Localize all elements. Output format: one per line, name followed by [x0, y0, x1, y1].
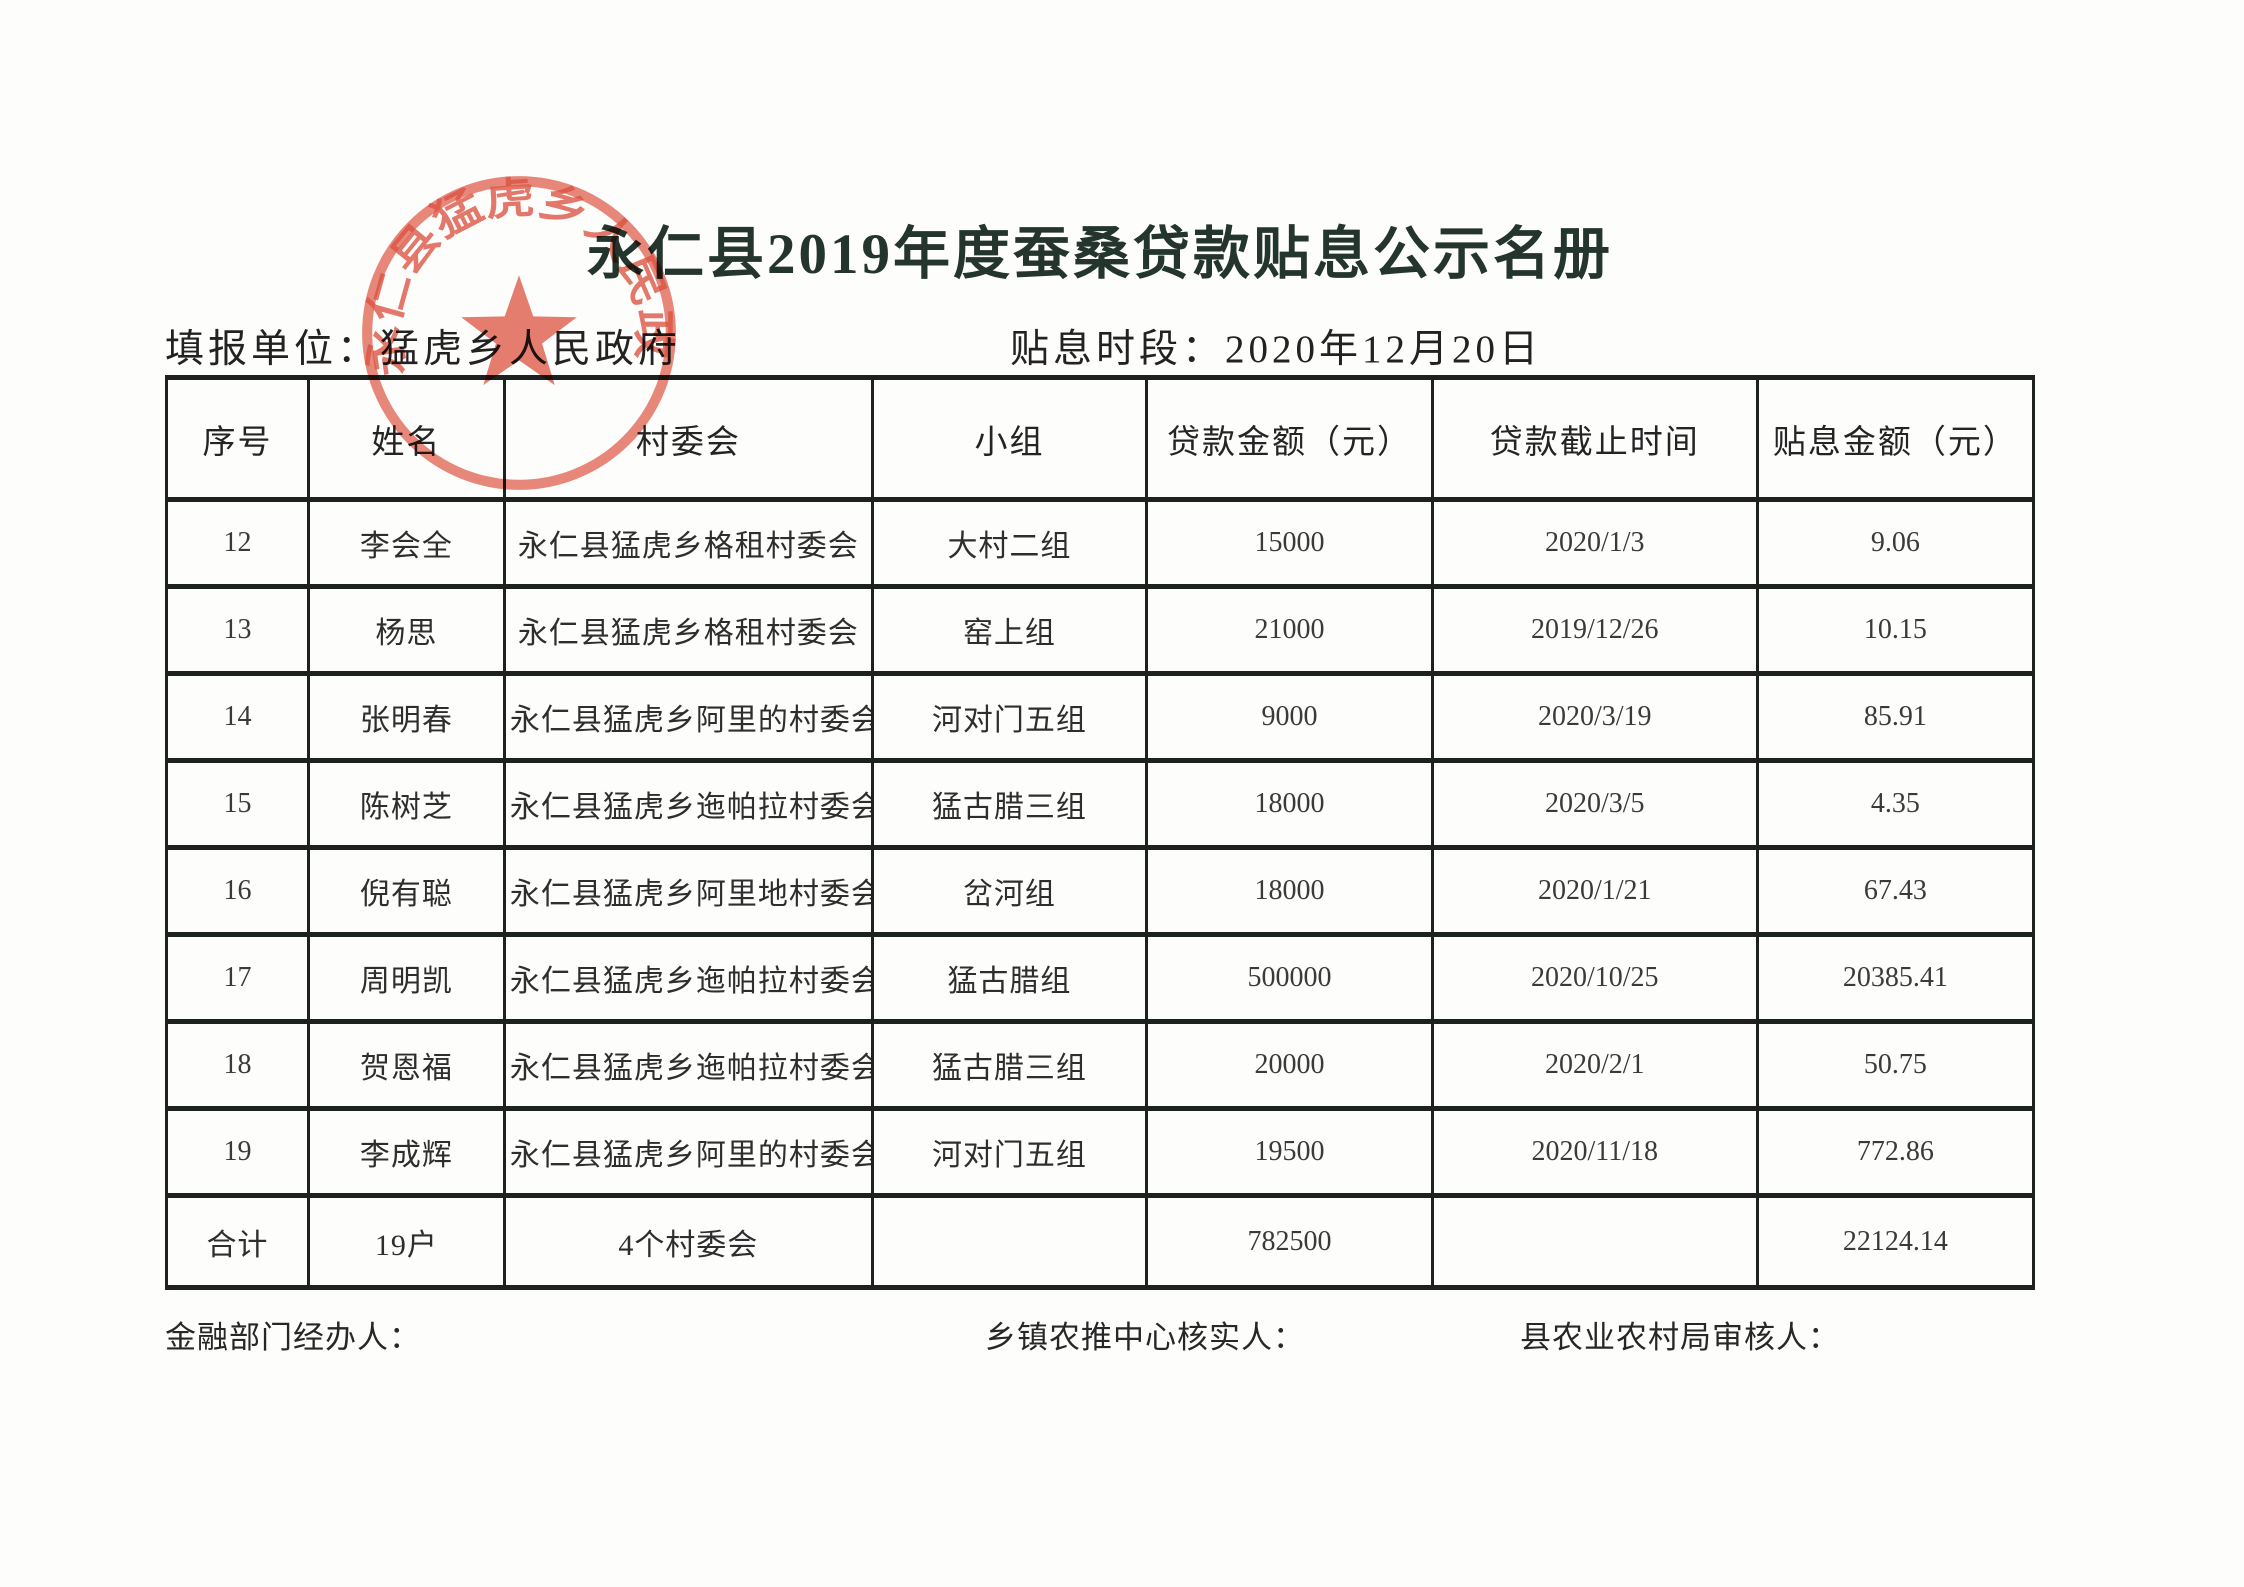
table-cell: 18000: [1145, 845, 1434, 937]
roster-table: 序号 姓名 村委会 小组 贷款金额（元） 贷款截止时间 贴息金额（元） 12 李会全 永仁县猛虎…: [165, 375, 2036, 1290]
table-cell: 17: [165, 932, 310, 1024]
table-cell: 河对门五组: [870, 1106, 1149, 1198]
page-title: 永仁县2019年度蚕桑贷款贴息公示名册: [587, 223, 1613, 286]
table-cell: 2020/11/18: [1430, 1106, 1759, 1198]
table-cell: 85.91: [1755, 671, 2036, 763]
table-cell: [1430, 1193, 1759, 1290]
table-cell: 倪有聪: [306, 845, 506, 937]
table-cell: 周明凯: [306, 932, 506, 1024]
table-cell: 19: [165, 1106, 310, 1198]
table-header-row: 序号 姓名 村委会 小组 贷款金额（元） 贷款截止时间 贴息金额（元）: [165, 375, 2036, 502]
table-cell: 500000: [1145, 932, 1434, 1024]
table-cell: 河对门五组: [870, 671, 1149, 763]
table-cell: 18: [165, 1019, 310, 1111]
header-cell: 贷款截止时间: [1430, 375, 1759, 502]
reporting-unit-label: 填报单位：猛虎乡人民政府: [165, 328, 682, 371]
table-cell: 19500: [1145, 1106, 1434, 1198]
table-cell: 杨思: [306, 584, 506, 676]
table-cell: 2020/1/3: [1430, 497, 1759, 589]
table-cell: 20385.41: [1755, 932, 2036, 1024]
table-cell: 永仁县猛虎乡迤帕拉村委会: [502, 1019, 874, 1111]
table-cell: 猛古腊三组: [870, 1019, 1149, 1111]
header-cell: 姓名: [306, 375, 506, 502]
table-row: 13 杨思 永仁县猛虎乡格租村委会 窑上组 21000 2019/12/26 10.15: [165, 584, 2036, 676]
table-cell: 18000: [1145, 758, 1434, 850]
table-cell: 22124.14: [1755, 1193, 2036, 1290]
header-cell: 小组: [870, 375, 1149, 502]
info-line: 填报单位：猛虎乡人民政府 贴息时段：2020年12月20日: [165, 318, 2035, 371]
table-cell: 15: [165, 758, 310, 850]
table-row: 14 张明春 永仁县猛虎乡阿里的村委会 河对门五组 9000 2020/3/19 85.91: [165, 671, 2036, 763]
header-cell: 贷款金额（元）: [1145, 375, 1434, 502]
table-row: 19 李成辉 永仁县猛虎乡阿里的村委会 河对门五组 19500 2020/11/18 772…: [165, 1106, 2036, 1198]
table-cell: [870, 1193, 1149, 1290]
table-cell: 岔河组: [870, 845, 1149, 937]
table-cell: 永仁县猛虎乡阿里的村委会: [502, 1106, 874, 1198]
township-verifier-label: 乡镇农推中心核实人：: [985, 1320, 1305, 1355]
table-cell: 永仁县猛虎乡格租村委会: [502, 497, 874, 589]
table-cell: 19户: [306, 1193, 506, 1290]
table-row: 16 倪有聪 永仁县猛虎乡阿里地村委会 岔河组 18000 2020/1/21 67.43: [165, 845, 2036, 937]
table-cell: 67.43: [1755, 845, 2036, 937]
table-cell: 2020/2/1: [1430, 1019, 1759, 1111]
table-cell: 13: [165, 584, 310, 676]
table-cell: 2020/10/25: [1430, 932, 1759, 1024]
table-cell: 4.35: [1755, 758, 2036, 850]
table-cell: 9000: [1145, 671, 1434, 763]
table-cell: 李成辉: [306, 1106, 506, 1198]
finance-officer-label: 金融部门经办人：: [165, 1320, 421, 1355]
table-cell: 12: [165, 497, 310, 589]
table-cell: 张明春: [306, 671, 506, 763]
table-cell: 10.15: [1755, 584, 2036, 676]
table-cell: 9.06: [1755, 497, 2036, 589]
table-row: 17 周明凯 永仁县猛虎乡迤帕拉村委会 猛古腊组 500000 2020/10/25 203…: [165, 932, 2036, 1024]
header-cell: 村委会: [502, 375, 874, 502]
table-cell: 782500: [1145, 1193, 1434, 1290]
table-cell: 21000: [1145, 584, 1434, 676]
table-cell: 16: [165, 845, 310, 937]
table-total-row: 合计 19户 4个村委会 782500 22124.14: [165, 1193, 2036, 1290]
table-cell: 永仁县猛虎乡格租村委会: [502, 584, 874, 676]
header-cell: 贴息金额（元）: [1755, 375, 2036, 502]
signature-line: 金融部门经办人： 乡镇农推中心核实人： 县农业农村局审核人：: [165, 1312, 2165, 1358]
table-cell: 永仁县猛虎乡阿里地村委会: [502, 845, 874, 937]
table-row: 15 陈树芝 永仁县猛虎乡迤帕拉村委会 猛古腊三组 18000 2020/3/5 4.35: [165, 758, 2036, 850]
table-cell: 50.75: [1755, 1019, 2036, 1111]
table-cell: 2020/1/21: [1430, 845, 1759, 937]
table-cell: 4个村委会: [502, 1193, 874, 1290]
table-cell: 窑上组: [870, 584, 1149, 676]
table-cell: 永仁县猛虎乡阿里的村委会: [502, 671, 874, 763]
table-cell: 贺恩福: [306, 1019, 506, 1111]
table-cell: 2020/3/19: [1430, 671, 1759, 763]
table-cell: 永仁县猛虎乡迤帕拉村委会: [502, 932, 874, 1024]
table-cell: 陈树芝: [306, 758, 506, 850]
county-reviewer-label: 县农业农村局审核人：: [1520, 1320, 1840, 1355]
table-cell: 772.86: [1755, 1106, 2036, 1198]
table-row: 12 李会全 永仁县猛虎乡格租村委会 大村二组 15000 2020/1/3 9.06: [165, 497, 2036, 589]
table-cell: 猛古腊三组: [870, 758, 1149, 850]
header-cell: 序号: [165, 375, 310, 502]
table-cell: 2019/12/26: [1430, 584, 1759, 676]
table-cell: 李会全: [306, 497, 506, 589]
table-cell: 永仁县猛虎乡迤帕拉村委会: [502, 758, 874, 850]
table-row: 18 贺恩福 永仁县猛虎乡迤帕拉村委会 猛古腊三组 20000 2020/2/1 50.75: [165, 1019, 2036, 1111]
table-cell: 猛古腊组: [870, 932, 1149, 1024]
table-cell: 20000: [1145, 1019, 1434, 1111]
subsidy-period-label: 贴息时段：2020年12月20日: [1010, 328, 1543, 371]
table-cell: 2020/3/5: [1430, 758, 1759, 850]
table-cell: 合计: [165, 1193, 310, 1290]
table-cell: 14: [165, 671, 310, 763]
table-cell: 15000: [1145, 497, 1434, 589]
table-cell: 大村二组: [870, 497, 1149, 589]
